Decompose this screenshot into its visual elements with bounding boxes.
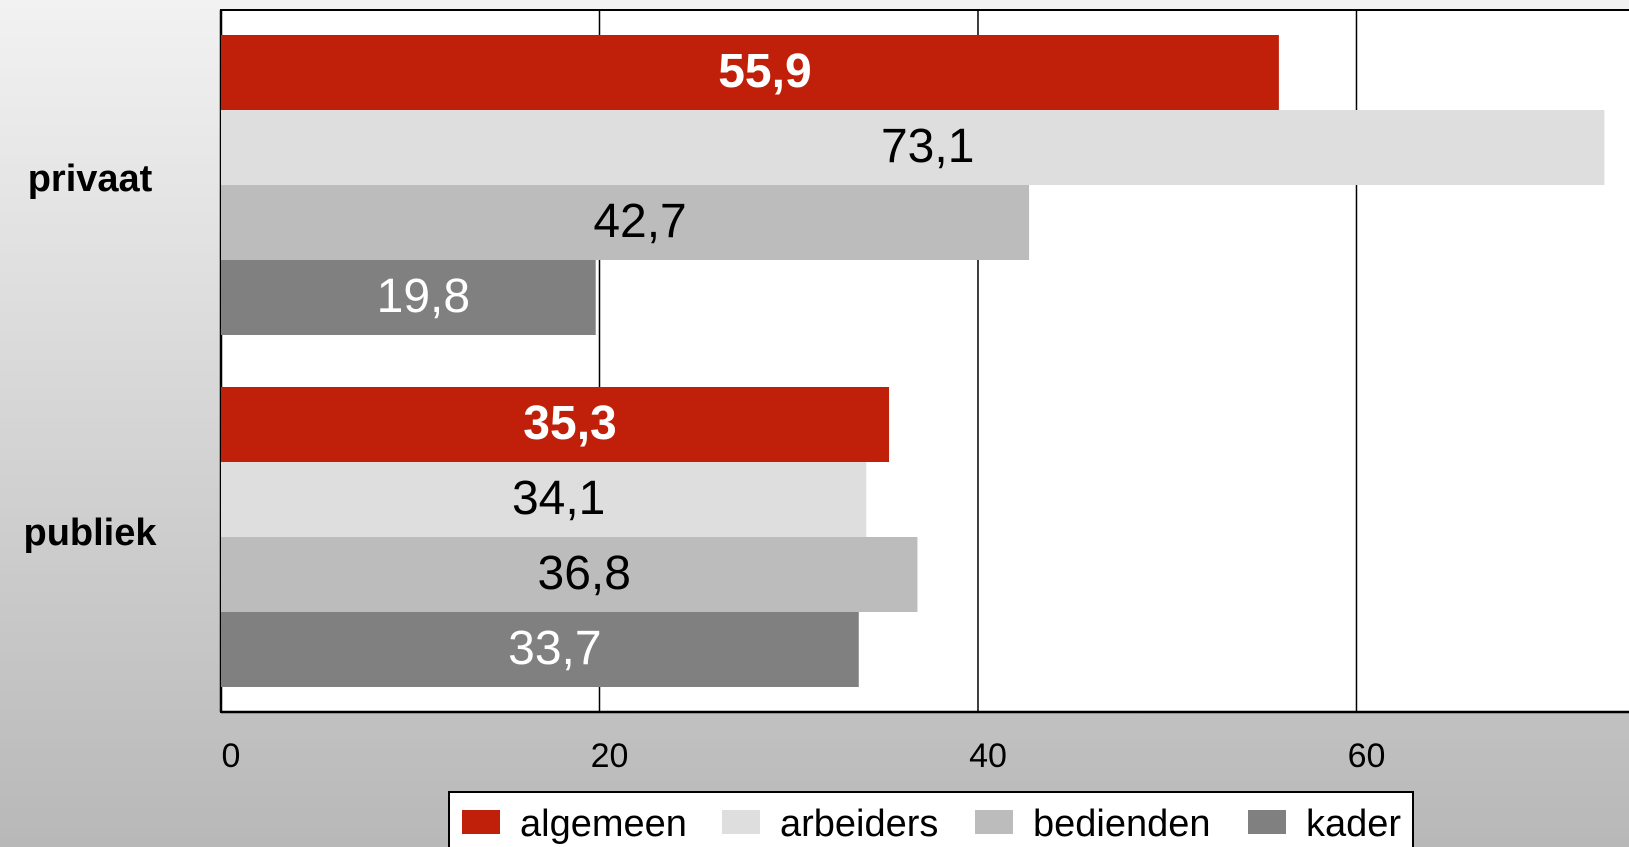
bar	[221, 387, 890, 462]
x-tick-label: 20	[591, 737, 629, 775]
legend-label: kader	[1306, 803, 1401, 845]
value-label: 36,8	[538, 547, 631, 600]
legend-label: bedienden	[1033, 803, 1211, 845]
value-label: 34,1	[512, 472, 605, 525]
value-label: 55,9	[718, 45, 811, 98]
value-label: 73,1	[881, 120, 974, 173]
value-label: 42,7	[593, 195, 686, 248]
legend-swatch	[1248, 810, 1286, 834]
legend-swatch	[722, 810, 760, 834]
value-label: 33,7	[508, 622, 601, 675]
bar	[221, 185, 1030, 260]
bar	[221, 537, 918, 612]
bar	[221, 110, 1605, 185]
bar	[221, 462, 867, 537]
value-label: 35,3	[523, 397, 616, 450]
legend-swatch	[975, 810, 1013, 834]
legend-label: arbeiders	[780, 803, 938, 845]
bar	[221, 612, 859, 687]
category-label: publiek	[23, 512, 157, 554]
bar	[221, 35, 1279, 110]
value-label: 19,8	[377, 270, 470, 323]
legend-label: algemeen	[520, 803, 687, 845]
bar	[221, 260, 596, 335]
category-label: privaat	[28, 158, 153, 200]
x-tick-label: 40	[969, 737, 1007, 775]
x-tick-label: 60	[1348, 737, 1386, 775]
x-tick-label: 0	[222, 737, 241, 775]
legend-swatch	[462, 810, 500, 834]
